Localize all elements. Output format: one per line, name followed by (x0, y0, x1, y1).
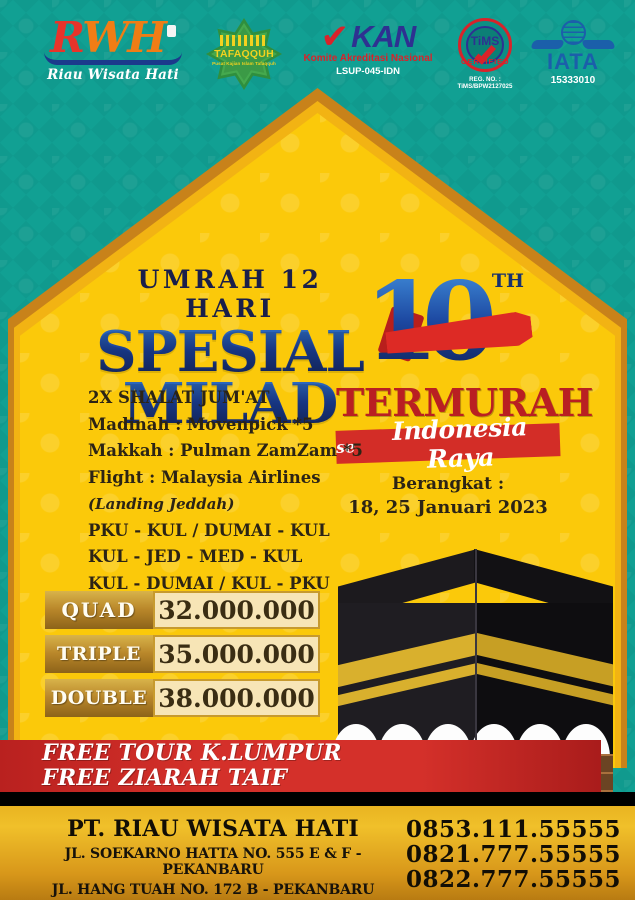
kan-wordmark: KAN (351, 19, 416, 54)
package-details-list: 2X SHALAT JUM'AT Madinah : Movenpick *5 … (88, 385, 363, 597)
anniversary-digit-one: 1 (364, 259, 440, 385)
promo-region: Indonesia Raya (391, 411, 528, 474)
headline-line-1: SPESIAL (96, 319, 365, 385)
black-divider-bar (0, 792, 635, 806)
tafaqquh-logo: TAFAQQUH Pusat Kajian Islam Tafaqquh (206, 18, 282, 90)
price-row: DOUBLE 38.000.000 (45, 679, 320, 717)
headline-eyebrow: UMRAH 12 HARI (137, 265, 323, 323)
footer-phone: 0822.777.55555 (405, 866, 621, 893)
departure-block: Berangkat : 18, 25 Januari 2023 (336, 474, 560, 518)
price-row: QUAD 32.000.000 (45, 591, 320, 629)
anniversary-suffix: TH (491, 270, 524, 292)
price-amount: 32.000.000 (153, 591, 320, 629)
departure-dates: 18, 25 Januari 2023 (348, 497, 548, 518)
detail-item-route: KUL - JED - MED - KUL (88, 547, 303, 566)
wings-icon (532, 38, 614, 52)
mosque-dome-icon (220, 35, 268, 46)
headline-line-2: MILAD (96, 376, 364, 432)
price-room-type: DOUBLE (45, 679, 153, 717)
checkmark-icon: ✔ (320, 17, 350, 57)
footer-company-name: PT. RIAU WISATA HATI (67, 816, 359, 842)
kan-row: ✔ KAN (300, 17, 436, 57)
tafaqquh-subtitle: Pusat Kajian Islam Tafaqquh (212, 61, 276, 66)
iata-logo: IATA 15333010 (530, 20, 616, 86)
tims-seal-inner (466, 26, 504, 64)
rwh-letter-wh: WH (82, 13, 167, 62)
kan-accreditation-code: LSUP-045-IDN (336, 66, 400, 77)
footer-phone: 0821.777.55555 (405, 841, 621, 868)
footer-phone: 0853.111.55555 (405, 816, 621, 843)
detail-item-landing: (Landing Jeddah) (88, 495, 235, 513)
departure-label: Berangkat : (391, 474, 505, 494)
promo-termurah: TERMURAH (336, 380, 594, 425)
detail-item: Makkah : Pulman ZamZam *5 (88, 441, 363, 460)
anniversary-logo: 1 0 TH (360, 262, 530, 382)
price-table: QUAD 32.000.000 TRIPLE 35.000.000 DOUBLE… (45, 591, 320, 723)
free-offers-banner: FREE TOUR K.LUMPUR FREE ZIARAH TAIF (0, 740, 601, 792)
tims-certified-label: CERTIFIED (461, 57, 510, 66)
header-logo-bar: RWH Riau Wisata Hati TAFAQQUH Pusat Kaji… (0, 0, 635, 96)
footer-address-line-1: JL. SOEKARNO HATTA NO. 555 E & F - PEKAN… (64, 846, 362, 878)
free-offer-line: FREE TOUR K.LUMPUR (42, 740, 342, 766)
detail-item-route: PKU - KUL / DUMAI - KUL (88, 520, 330, 540)
kan-logo: ✔ KAN Komite Akreditasi Nasional LSUP-04… (300, 17, 436, 77)
detail-item: Flight : Malaysia Airlines (88, 467, 321, 487)
tims-seal-icon: TiMS CERTIFIED (458, 18, 512, 72)
tims-name: TiMS (470, 34, 500, 48)
tims-registration-number: REG. NO. : TiMS/BPW2127025 (457, 76, 513, 90)
detail-item: 2X SHALAT JUM'AT (88, 388, 270, 407)
price-amount: 35.000.000 (153, 635, 320, 673)
free-offer-line: FREE ZIARAH TAIF (42, 765, 288, 791)
price-row: TRIPLE 35.000.000 (45, 635, 320, 673)
detail-item: Madinah : Movenpick *5 (88, 414, 314, 434)
rwh-logo: RWH Riau Wisata Hati (33, 17, 193, 83)
kaaba-dot-icon (166, 25, 176, 37)
rwh-letter-r: R (50, 13, 84, 62)
tims-logo: TiMS CERTIFIED REG. NO. : TiMS/BPW212702… (446, 18, 524, 90)
rwh-swoosh-icon (44, 52, 182, 65)
footer-phone-block: 0853.111.55555 0821.777.55555 0822.777.5… (406, 817, 621, 892)
rwh-tagline: Riau Wisata Hati (47, 67, 179, 83)
headline-block: UMRAH 12 HARI SPESIAL MILAD (96, 265, 365, 432)
footer-address-line-2: JL. HANG TUAH NO. 172 B - PEKANBARU (51, 882, 375, 898)
tafaqquh-name: TAFAQQUH (214, 48, 274, 60)
iata-wordmark: IATA (546, 49, 600, 74)
detail-item-route: KUL - DUMAI / KUL - PKU (88, 573, 330, 593)
iata-number: 15333010 (550, 75, 596, 86)
kan-subtitle: Komite Akreditasi Nasional (303, 53, 433, 64)
price-room-type: QUAD (45, 591, 153, 629)
footer-contact-bar: PT. RIAU WISATA HATI JL. SOEKARNO HATTA … (0, 806, 635, 900)
promo-banner: se Indonesia Raya (335, 412, 561, 473)
rwh-wordmark: RWH (33, 17, 193, 59)
promo-block: TERMURAH se Indonesia Raya (335, 380, 594, 473)
price-room-type: TRIPLE (45, 635, 153, 673)
footer-address-block: PT. RIAU WISATA HATI JL. SOEKARNO HATTA … (18, 816, 408, 898)
price-amount: 38.000.000 (153, 679, 320, 717)
kaaba-vertical-edge (475, 549, 477, 779)
